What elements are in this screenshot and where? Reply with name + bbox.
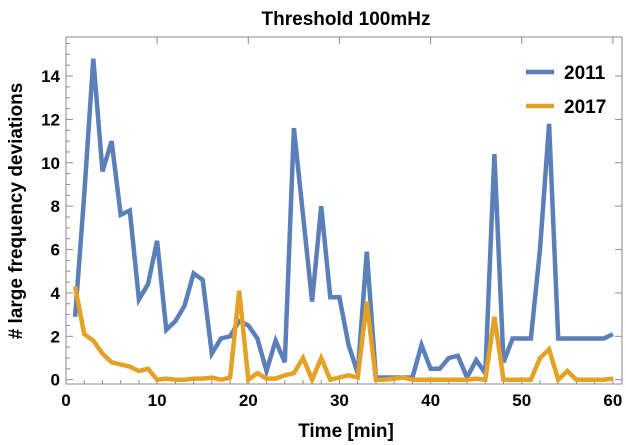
x-tick-label: 0	[61, 391, 70, 410]
y-tick-label: 14	[41, 67, 60, 86]
series-lines	[72, 58, 614, 386]
x-tick-label: 30	[330, 391, 349, 410]
series-line-2017	[72, 285, 614, 386]
x-axis-ticks: 0 10 20 30 40 50 60	[61, 37, 622, 410]
y-axis-ticks: 0 2 4 6 8 10 12 14	[41, 43, 622, 390]
series-line-2011	[72, 58, 614, 383]
x-axis-title: Time [min]	[298, 421, 394, 442]
x-tick-label: 40	[421, 391, 440, 410]
y-tick-label: 10	[41, 154, 60, 173]
x-tick-label: 60	[603, 391, 622, 410]
y-tick-label: 0	[51, 371, 60, 390]
plot-frame	[65, 36, 623, 385]
y-tick-label: 6	[51, 241, 60, 260]
y-tick-label: 12	[41, 110, 60, 129]
legend: 2011 2017	[526, 63, 606, 118]
legend-label-2017: 2017	[564, 97, 606, 118]
plot-border	[65, 36, 623, 385]
x-tick-label: 10	[148, 391, 167, 410]
x-tick-label: 50	[512, 391, 531, 410]
y-tick-label: 4	[51, 284, 61, 303]
y-axis-title: # large frequency deviations	[6, 83, 27, 340]
chart-title: Threshold 100mHz	[262, 9, 431, 30]
x-tick-label: 20	[239, 391, 258, 410]
y-tick-label: 8	[51, 197, 60, 216]
y-tick-label: 2	[51, 327, 60, 346]
legend-label-2011: 2011	[564, 63, 606, 84]
